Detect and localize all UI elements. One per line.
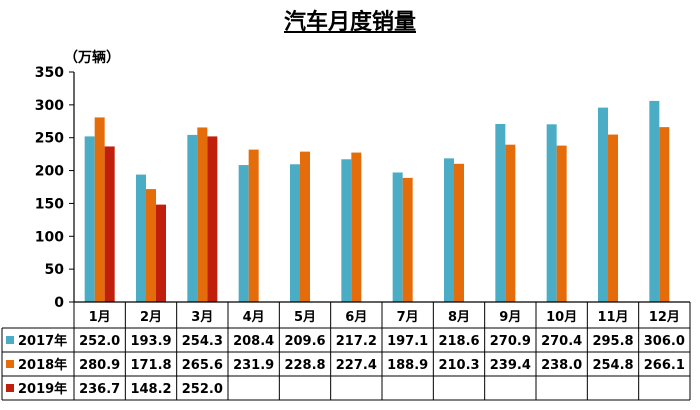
legend-swatch-2019年 bbox=[6, 384, 14, 392]
data-label: 197.1 bbox=[387, 334, 428, 349]
bar-2017年-10月 bbox=[546, 124, 557, 303]
bar-2018年-6月 bbox=[351, 152, 362, 302]
chart-title: 汽车月度销量 bbox=[283, 10, 416, 35]
data-label: 217.2 bbox=[336, 334, 377, 349]
x-category-label: 6月 bbox=[345, 310, 367, 325]
data-label: 208.4 bbox=[233, 334, 274, 349]
x-category-label: 9月 bbox=[499, 310, 521, 325]
bar-2018年-9月 bbox=[505, 144, 516, 302]
legend-swatch-2018年 bbox=[6, 360, 14, 368]
x-category-label: 12月 bbox=[649, 310, 680, 325]
x-category-label: 7月 bbox=[397, 310, 419, 325]
data-label: 228.8 bbox=[284, 358, 325, 373]
bar-2017年-12月 bbox=[649, 100, 660, 303]
y-tick-label: 50 bbox=[45, 262, 65, 278]
bar-2018年-10月 bbox=[556, 145, 567, 302]
x-category-label: 2月 bbox=[140, 310, 162, 325]
y-tick-label: 350 bbox=[35, 65, 64, 81]
bar-2017年-2月 bbox=[136, 174, 146, 302]
data-label: 236.7 bbox=[79, 382, 120, 397]
data-label: 266.1 bbox=[644, 358, 685, 373]
bar-2019年-2月 bbox=[156, 204, 166, 302]
bar-2017年-11月 bbox=[598, 107, 608, 302]
data-label: 218.6 bbox=[438, 334, 479, 349]
y-tick-label: 0 bbox=[54, 295, 64, 311]
bar-2017年-5月 bbox=[290, 164, 300, 302]
bar-2017年-8月 bbox=[444, 158, 454, 302]
bar-2019年-3月 bbox=[207, 136, 218, 302]
data-label: 270.9 bbox=[490, 334, 531, 349]
y-tick-label: 250 bbox=[35, 131, 64, 147]
y-axis-unit-label: （万辆） bbox=[64, 49, 120, 66]
x-category-label: 10月 bbox=[546, 310, 577, 325]
x-category-label: 3月 bbox=[191, 310, 213, 325]
bar-2018年-2月 bbox=[146, 189, 156, 302]
bar-2018年-8月 bbox=[454, 163, 464, 302]
bar-2017年-6月 bbox=[341, 159, 352, 302]
data-label: 227.4 bbox=[336, 358, 377, 373]
legend-label: 2019年 bbox=[18, 381, 67, 397]
data-label: 231.9 bbox=[233, 358, 274, 373]
bar-2018年-4月 bbox=[248, 149, 259, 302]
y-tick-label: 300 bbox=[35, 98, 64, 114]
data-label: 252.0 bbox=[182, 382, 223, 397]
y-tick-label: 200 bbox=[35, 164, 64, 180]
bar-2018年-11月 bbox=[608, 134, 618, 302]
data-label: 295.8 bbox=[592, 334, 633, 349]
bar-2018年-7月 bbox=[402, 177, 413, 302]
data-label: 265.6 bbox=[182, 358, 223, 373]
legend-swatch-2017年 bbox=[6, 336, 14, 344]
x-category-label: 5月 bbox=[294, 310, 316, 325]
data-label: 306.0 bbox=[644, 334, 685, 349]
bar-2018年-5月 bbox=[300, 151, 310, 302]
bar-2017年-9月 bbox=[495, 123, 506, 302]
bar-2017年-4月 bbox=[238, 165, 249, 302]
bar-2018年-1月 bbox=[94, 117, 105, 302]
data-label: 171.8 bbox=[130, 358, 171, 373]
x-category-label: 8月 bbox=[448, 310, 470, 325]
bar-2019年-1月 bbox=[104, 146, 115, 302]
legend-label: 2017年 bbox=[18, 333, 67, 349]
data-label: 210.3 bbox=[438, 358, 479, 373]
data-label: 238.0 bbox=[541, 358, 582, 373]
x-category-label: 1月 bbox=[89, 310, 111, 325]
data-label: 193.9 bbox=[130, 334, 171, 349]
data-label: 270.4 bbox=[541, 334, 582, 349]
legend-label: 2018年 bbox=[18, 357, 67, 373]
data-label: 239.4 bbox=[490, 358, 531, 373]
data-label: 254.3 bbox=[182, 334, 223, 349]
bar-2017年-7月 bbox=[392, 172, 403, 302]
data-label: 254.8 bbox=[592, 358, 633, 373]
y-tick-label: 100 bbox=[35, 229, 64, 245]
bar-2018年-12月 bbox=[659, 127, 670, 303]
data-label: 252.0 bbox=[79, 334, 120, 349]
x-category-label: 11月 bbox=[597, 310, 628, 325]
data-label: 188.9 bbox=[387, 358, 428, 373]
data-label: 209.6 bbox=[284, 334, 325, 349]
y-tick-label: 150 bbox=[35, 196, 64, 212]
bar-2017年-1月 bbox=[84, 136, 95, 302]
data-label: 280.9 bbox=[79, 358, 120, 373]
bar-2018年-3月 bbox=[197, 127, 208, 302]
data-label: 148.2 bbox=[130, 382, 171, 397]
bar-2017年-3月 bbox=[187, 134, 198, 302]
x-category-label: 4月 bbox=[243, 310, 265, 325]
